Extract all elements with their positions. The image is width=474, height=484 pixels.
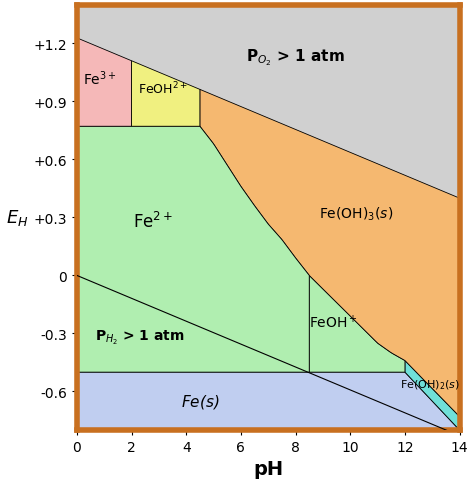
- Y-axis label: $E_H$: $E_H$: [6, 208, 28, 228]
- Text: Fe$^{2+}$: Fe$^{2+}$: [133, 212, 173, 232]
- Polygon shape: [309, 276, 405, 372]
- Polygon shape: [131, 61, 200, 127]
- Text: Fe$^{3+}$: Fe$^{3+}$: [83, 70, 117, 88]
- Polygon shape: [77, 39, 131, 127]
- Text: P$_{O_2}$ > 1 atm: P$_{O_2}$ > 1 atm: [246, 47, 345, 68]
- Text: FeOH$^+$: FeOH$^+$: [310, 314, 358, 331]
- Text: P$_{H_2}$ > 1 atm: P$_{H_2}$ > 1 atm: [95, 329, 184, 347]
- Polygon shape: [200, 90, 460, 417]
- Text: FeOH$^{2+}$: FeOH$^{2+}$: [138, 80, 188, 97]
- X-axis label: pH: pH: [253, 459, 283, 479]
- Polygon shape: [77, 372, 460, 430]
- Text: Fe(OH)$_3$($s$): Fe(OH)$_3$($s$): [319, 205, 393, 223]
- Text: Fe($s$): Fe($s$): [181, 393, 219, 410]
- Polygon shape: [77, 127, 309, 372]
- Polygon shape: [405, 361, 460, 430]
- Text: Fe(OH)$_2$($s$): Fe(OH)$_2$($s$): [400, 377, 460, 391]
